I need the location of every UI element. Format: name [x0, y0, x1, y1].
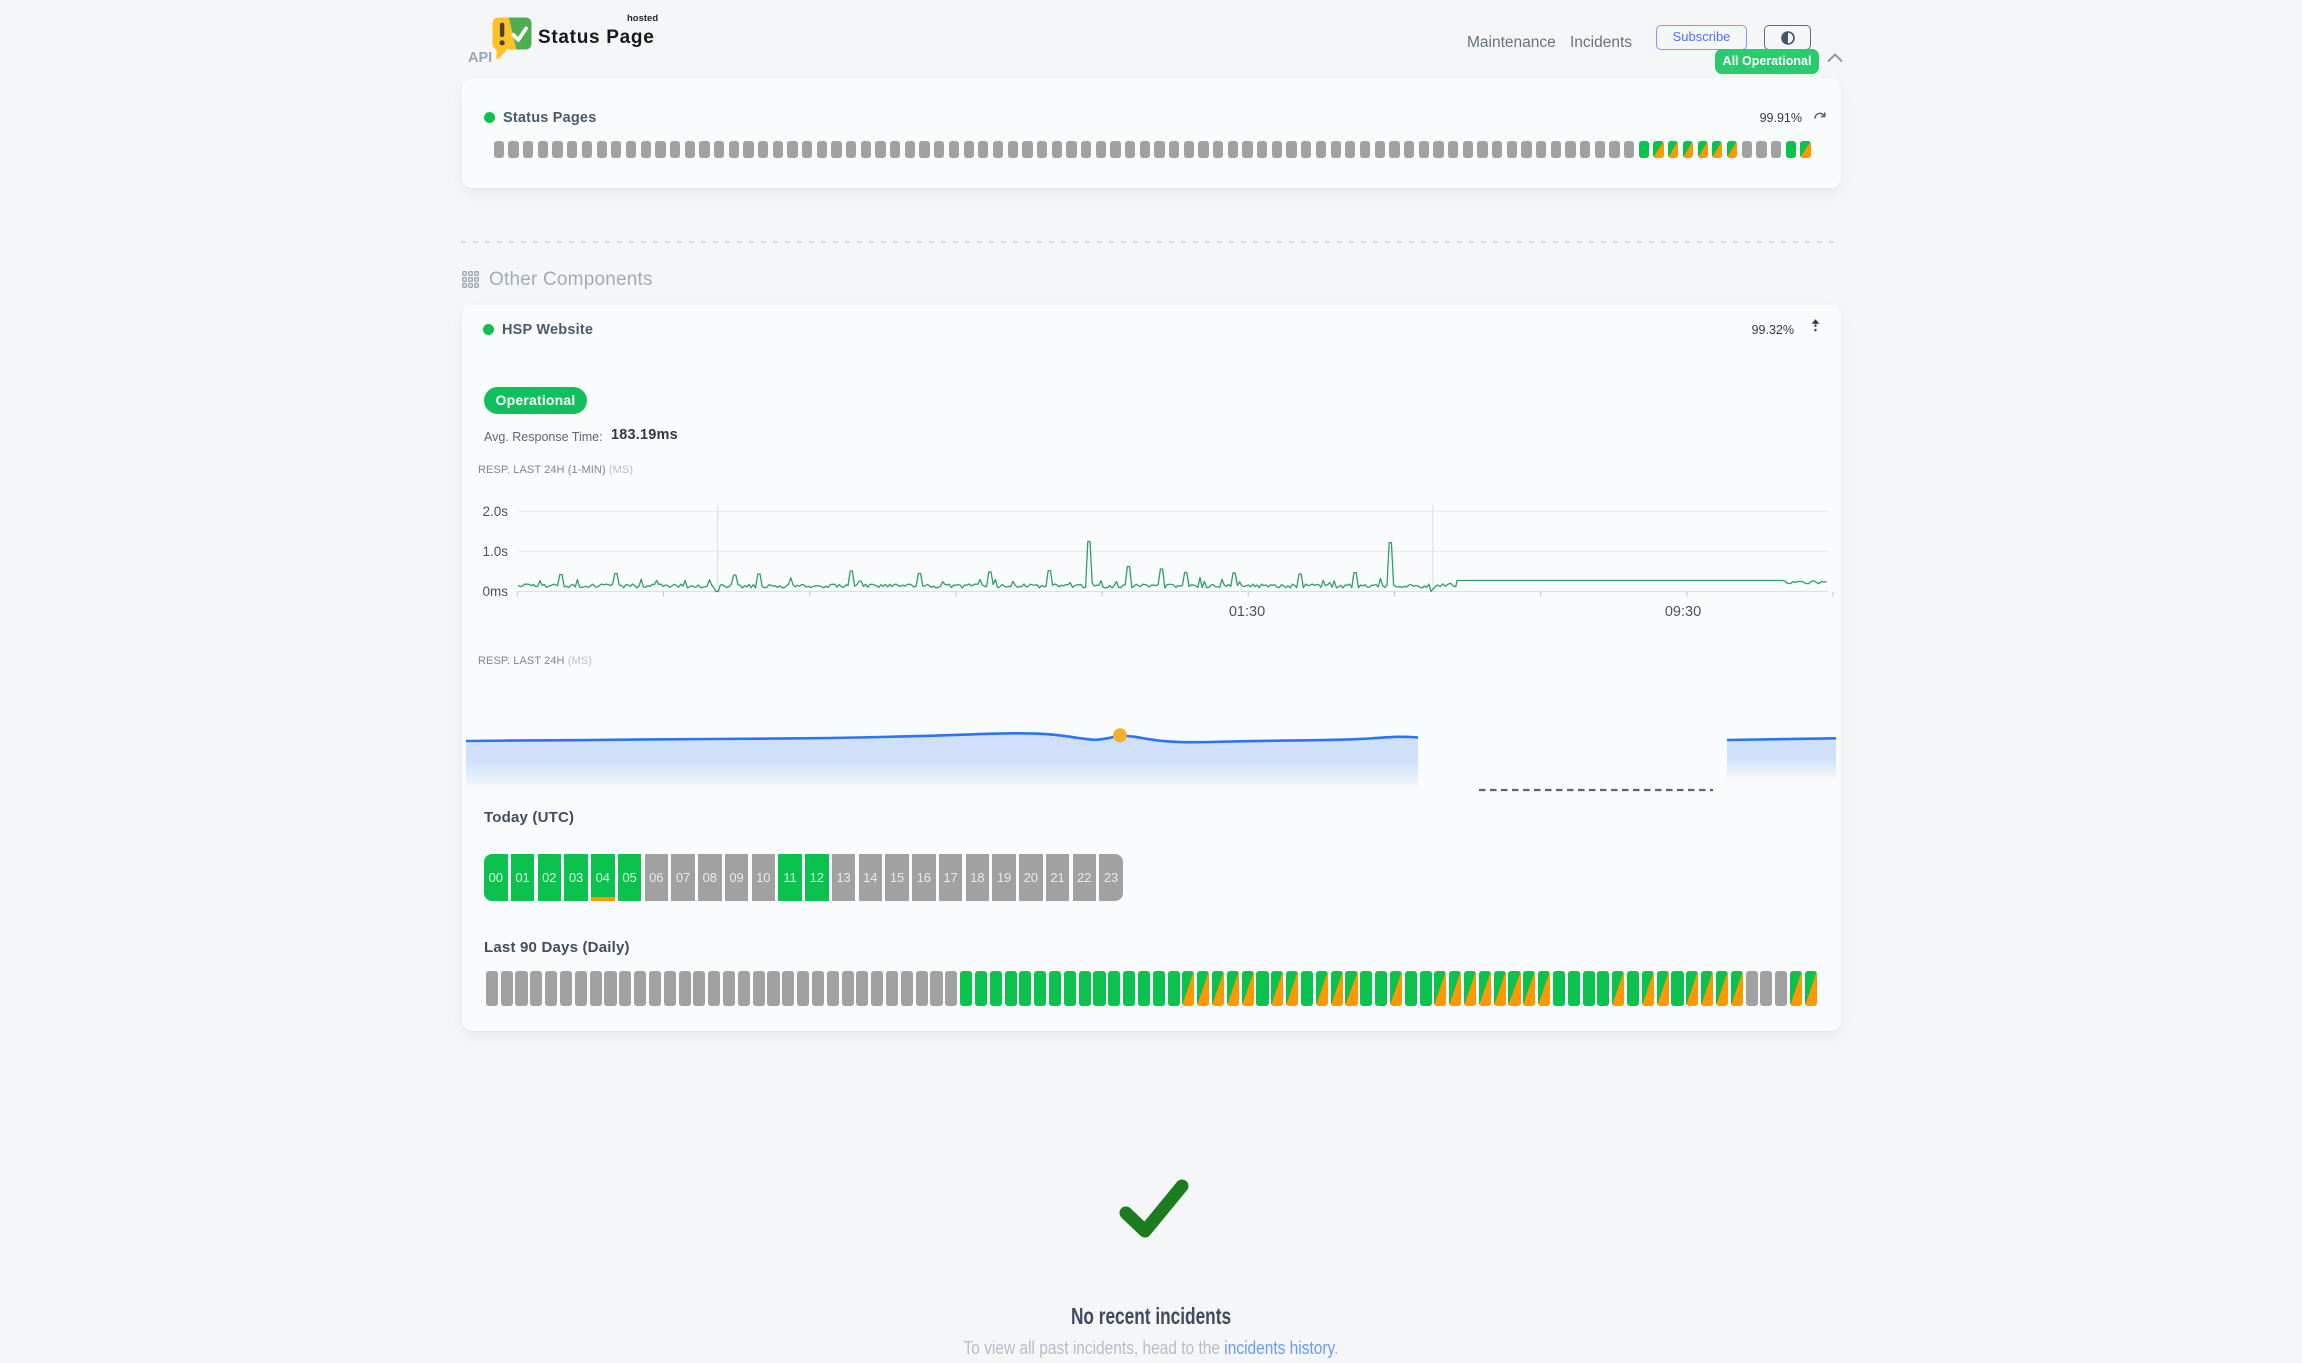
svg-text:01:30: 01:30	[1229, 604, 1265, 620]
svg-text:2.0s: 2.0s	[482, 504, 508, 519]
svg-text:09:30: 09:30	[1665, 604, 1701, 620]
svg-text:1.0s: 1.0s	[482, 544, 508, 559]
svg-text:0ms: 0ms	[482, 584, 508, 599]
